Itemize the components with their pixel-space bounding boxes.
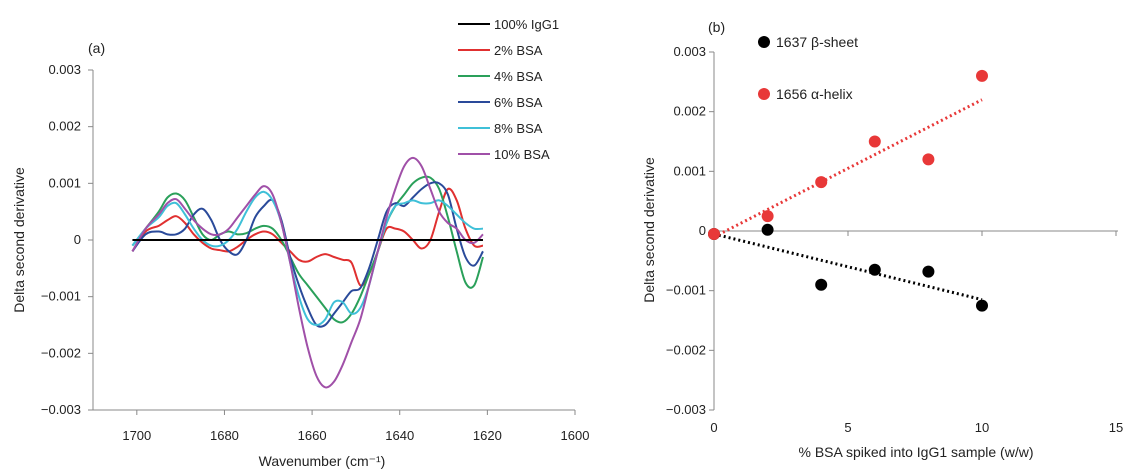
y-tick-label: −0.002 bbox=[41, 345, 81, 360]
y-tick-label: 0.001 bbox=[673, 163, 706, 178]
x-tick-label: 5 bbox=[844, 420, 851, 435]
y-tick-label: 0.003 bbox=[48, 62, 81, 77]
y-tick-label: 0 bbox=[699, 223, 706, 238]
legend-item: 100% IgG1 bbox=[458, 17, 559, 32]
panel-b-legend: 1637 β-sheet 1656 α-helix bbox=[758, 34, 858, 102]
x-tick-label: 0 bbox=[710, 420, 717, 435]
data-point-alpha-helix bbox=[708, 227, 720, 240]
y-tick-label: 0.003 bbox=[673, 44, 706, 59]
y-tick-label: 0.001 bbox=[48, 175, 81, 190]
x-tick-label: 1600 bbox=[561, 428, 590, 443]
legend-item: 6% BSA bbox=[458, 95, 543, 110]
panel-a-x-ticks: 1700 1680 1660 1640 1620 1600 bbox=[122, 410, 589, 443]
x-tick-label: 1640 bbox=[385, 428, 414, 443]
data-point-alpha-helix bbox=[868, 135, 881, 148]
x-tick-label: 10 bbox=[975, 420, 989, 435]
data-point-beta-sheet bbox=[815, 278, 828, 291]
legend-item: 4% BSA bbox=[458, 69, 543, 84]
data-point-alpha-helix bbox=[815, 176, 828, 189]
data-point-beta-sheet bbox=[761, 223, 774, 236]
panel-b-scatter-chart: (b) 0.003 0.002 0.001 0 −0.001 −0.002 −0.003 0… bbox=[641, 19, 1123, 460]
legend-label: 1637 β-sheet bbox=[776, 34, 858, 50]
legend-label: 1656 α-helix bbox=[776, 86, 853, 102]
panel-b-x-label: % BSA spiked into IgG1 sample (w/w) bbox=[799, 444, 1034, 460]
y-tick-label: −0.001 bbox=[666, 283, 706, 298]
series-line-4-bsa bbox=[131, 175, 484, 324]
panel-a-y-label: Delta second derivative bbox=[11, 167, 27, 313]
trendline-alpha-helix bbox=[713, 98, 983, 239]
panel-a-series bbox=[131, 156, 484, 389]
data-point-beta-sheet bbox=[922, 265, 935, 278]
series-line-6-bsa bbox=[131, 181, 484, 328]
panel-b-x-ticks: 0 5 10 15 bbox=[710, 231, 1123, 435]
panel-a-legend: 100% IgG1 2% BSA 4% BSA 6% BSA 8% BSA 10% BSA bbox=[458, 17, 559, 162]
data-point-beta-sheet bbox=[868, 263, 881, 276]
legend-label: 100% IgG1 bbox=[494, 17, 559, 32]
legend-item: 2% BSA bbox=[458, 43, 543, 58]
x-tick-label: 15 bbox=[1109, 420, 1123, 435]
y-tick-label: −0.002 bbox=[666, 342, 706, 357]
legend-label: 2% BSA bbox=[494, 43, 543, 58]
legend-marker bbox=[758, 36, 770, 48]
panel-a-x-label: Wavenumber (cm⁻¹) bbox=[259, 453, 386, 469]
panel-b-y-ticks: 0.003 0.002 0.001 0 −0.001 −0.002 −0.003 bbox=[666, 44, 714, 417]
legend-item: 10% BSA bbox=[458, 147, 550, 162]
x-tick-label: 1660 bbox=[298, 428, 327, 443]
y-tick-label: −0.001 bbox=[41, 289, 81, 304]
panel-b-y-label: Delta second derivative bbox=[641, 157, 657, 303]
legend-label: 10% BSA bbox=[494, 147, 550, 162]
y-tick-label: 0.002 bbox=[48, 119, 81, 134]
series-line-10-bsa bbox=[131, 156, 484, 389]
y-tick-label: 0.002 bbox=[673, 104, 706, 119]
legend-marker bbox=[758, 88, 770, 100]
panel-b-trendlines bbox=[713, 98, 983, 302]
legend-item: 1656 α-helix bbox=[758, 86, 853, 102]
y-tick-label: 0 bbox=[74, 232, 81, 247]
y-tick-label: −0.003 bbox=[666, 402, 706, 417]
x-tick-label: 1680 bbox=[210, 428, 239, 443]
legend-label: 6% BSA bbox=[494, 95, 543, 110]
y-tick-label: −0.003 bbox=[41, 402, 81, 417]
x-tick-label: 1700 bbox=[122, 428, 151, 443]
legend-label: 8% BSA bbox=[494, 121, 543, 136]
trendline-beta-sheet bbox=[713, 232, 983, 302]
data-point-alpha-helix bbox=[761, 210, 774, 223]
data-point-beta-sheet bbox=[976, 299, 988, 312]
data-point-alpha-helix bbox=[922, 153, 935, 166]
series-line-8-bsa bbox=[131, 190, 484, 327]
panel-a-y-ticks: 0.003 0.002 0.001 0 −0.001 −0.002 −0.003 bbox=[41, 62, 93, 417]
panel-a-label: (a) bbox=[88, 40, 105, 56]
data-point-alpha-helix bbox=[976, 69, 988, 82]
panel-a-line-chart: (a) 0.003 0.002 0.001 0 −0.001 −0.002 −0.003 1… bbox=[11, 17, 589, 469]
x-tick-label: 1620 bbox=[473, 428, 502, 443]
panel-b-label: (b) bbox=[708, 19, 725, 35]
legend-item: 8% BSA bbox=[458, 121, 543, 136]
legend-item: 1637 β-sheet bbox=[758, 34, 858, 50]
panel-b-points bbox=[708, 69, 988, 312]
series-line-2-bsa bbox=[131, 187, 484, 287]
legend-label: 4% BSA bbox=[494, 69, 543, 84]
